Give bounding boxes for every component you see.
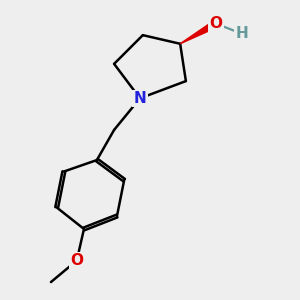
Text: O: O [209, 16, 223, 31]
Text: H: H [236, 26, 248, 41]
Text: N: N [134, 91, 146, 106]
Polygon shape [180, 20, 218, 44]
Text: O: O [70, 253, 83, 268]
